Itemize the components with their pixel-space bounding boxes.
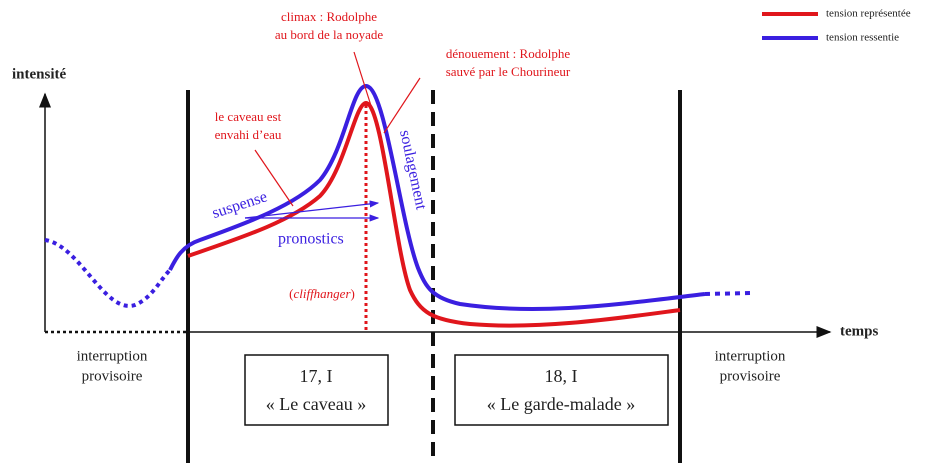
annotation: au bord de la noyade — [275, 27, 384, 42]
pointer — [383, 77, 421, 134]
annotation-part: cliffhanger — [293, 286, 351, 301]
annotation-part: ) — [351, 286, 355, 301]
interruption: interruption — [715, 348, 786, 364]
pointer — [353, 51, 374, 113]
interruption: interruption — [77, 348, 148, 364]
annotation: le caveau est — [215, 109, 282, 124]
episode-title: « Le garde-malade » — [487, 394, 635, 414]
annotation: (cliffhanger) — [289, 286, 355, 301]
interruption: provisoire — [82, 368, 143, 384]
annotation: envahi d’eau — [215, 127, 282, 142]
felt-curve — [168, 83, 706, 312]
y-axis-label: intensité — [12, 66, 67, 82]
annotation-part: ( — [289, 286, 293, 301]
x-axis-label: temps — [840, 323, 878, 339]
episode-number: 17, I — [300, 366, 333, 386]
annotation: pronostics — [278, 231, 344, 248]
felt-curve-dotted — [44, 238, 172, 308]
legend-label: tension ressentie — [826, 32, 899, 44]
annotation: sauvé par le Chourineur — [446, 64, 571, 79]
represented-curve — [187, 100, 681, 328]
interruption: provisoire — [720, 368, 781, 384]
episode-number: 18, I — [545, 366, 578, 386]
episode-box — [454, 354, 669, 426]
arrow — [244, 200, 380, 219]
legend-label: tension représentée — [826, 8, 911, 20]
pointer — [254, 149, 294, 207]
episode-title: « Le caveau » — [266, 394, 366, 414]
annotation: dénouement : Rodolphe — [446, 46, 570, 61]
episode-box — [244, 354, 389, 426]
felt-curve-dotted — [704, 291, 753, 296]
annotation: climax : Rodolphe — [281, 9, 377, 24]
